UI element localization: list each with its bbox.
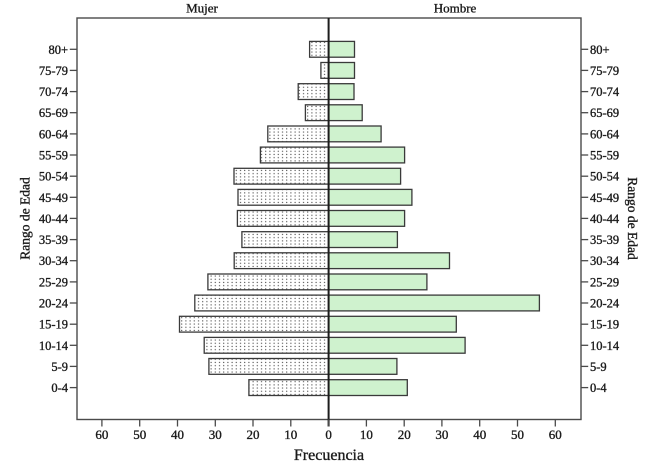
- svg-text:20: 20: [247, 427, 260, 442]
- svg-text:Rango de Edad: Rango de Edad: [18, 177, 33, 260]
- svg-text:75-79: 75-79: [590, 64, 619, 78]
- svg-text:15-19: 15-19: [590, 318, 619, 332]
- svg-text:0-4: 0-4: [51, 381, 68, 395]
- svg-text:70-74: 70-74: [590, 85, 620, 99]
- svg-text:55-59: 55-59: [39, 149, 68, 163]
- svg-text:55-59: 55-59: [590, 149, 619, 163]
- svg-text:60: 60: [549, 427, 562, 442]
- svg-text:20: 20: [398, 427, 411, 442]
- svg-text:80+: 80+: [48, 43, 68, 57]
- svg-text:70-74: 70-74: [39, 85, 69, 99]
- svg-text:0: 0: [325, 427, 332, 442]
- svg-text:40-44: 40-44: [39, 212, 69, 226]
- svg-text:40: 40: [473, 427, 486, 442]
- svg-text:25-29: 25-29: [590, 275, 619, 289]
- svg-text:50: 50: [133, 427, 146, 442]
- svg-text:10-14: 10-14: [590, 339, 620, 353]
- svg-text:60: 60: [95, 427, 108, 442]
- svg-text:50-54: 50-54: [590, 170, 620, 184]
- svg-text:20-24: 20-24: [39, 297, 69, 311]
- svg-text:40: 40: [171, 427, 184, 442]
- svg-text:75-79: 75-79: [39, 64, 68, 78]
- svg-text:Rango de Edad: Rango de Edad: [625, 177, 640, 260]
- svg-text:Hombre: Hombre: [434, 1, 477, 16]
- svg-text:20-24: 20-24: [590, 297, 620, 311]
- svg-text:5-9: 5-9: [590, 360, 607, 374]
- svg-text:45-49: 45-49: [39, 191, 68, 205]
- svg-text:10-14: 10-14: [39, 339, 69, 353]
- svg-text:35-39: 35-39: [39, 233, 68, 247]
- svg-text:Frecuencia: Frecuencia: [294, 447, 364, 464]
- svg-text:50-54: 50-54: [39, 170, 69, 184]
- svg-text:35-39: 35-39: [590, 233, 619, 247]
- svg-text:Mujer: Mujer: [186, 1, 218, 16]
- svg-text:50: 50: [511, 427, 524, 442]
- svg-text:10: 10: [360, 427, 373, 442]
- svg-text:25-29: 25-29: [39, 275, 68, 289]
- svg-text:45-49: 45-49: [590, 191, 619, 205]
- svg-text:30-34: 30-34: [39, 254, 69, 268]
- svg-text:40-44: 40-44: [590, 212, 620, 226]
- svg-text:5-9: 5-9: [51, 360, 68, 374]
- svg-text:60-64: 60-64: [39, 127, 69, 141]
- svg-text:15-19: 15-19: [39, 318, 68, 332]
- svg-text:60-64: 60-64: [590, 127, 620, 141]
- svg-text:0-4: 0-4: [590, 381, 607, 395]
- svg-text:65-69: 65-69: [590, 106, 619, 120]
- svg-text:30: 30: [209, 427, 222, 442]
- svg-text:80+: 80+: [590, 43, 610, 57]
- svg-text:10: 10: [284, 427, 297, 442]
- svg-text:65-69: 65-69: [39, 106, 68, 120]
- svg-text:30-34: 30-34: [590, 254, 620, 268]
- svg-text:30: 30: [435, 427, 448, 442]
